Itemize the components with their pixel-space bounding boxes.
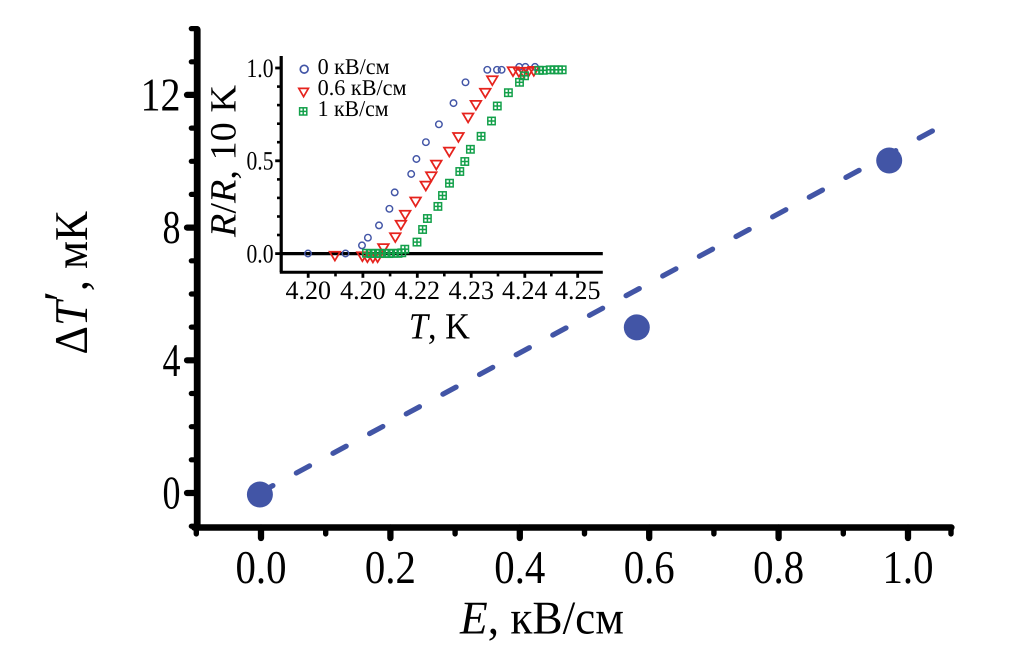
svg-text:E, кВ/см: E, кВ/см [459,593,624,645]
svg-text:1.0: 1.0 [883,542,934,594]
svg-text:R/R, 10 K: R/R, 10 K [204,85,245,238]
svg-text:0.6 кВ/см: 0.6 кВ/см [318,75,407,100]
svg-text:4.22: 4.22 [395,275,441,305]
svg-text:4: 4 [163,335,181,387]
svg-text:1.0: 1.0 [247,53,274,83]
svg-text:T, K: T, K [409,306,470,347]
svg-text:0.0: 0.0 [247,238,274,268]
svg-text:4.23: 4.23 [448,275,494,305]
svg-text:0.8: 0.8 [753,542,804,594]
svg-text:4.25: 4.25 [555,275,601,305]
svg-text:0.5: 0.5 [247,146,274,176]
svg-text:0.4: 0.4 [494,542,545,594]
svg-text:0.6: 0.6 [624,542,675,594]
svg-text:4.24: 4.24 [502,275,548,305]
svg-text:4.20: 4.20 [285,275,331,305]
svg-text:0.0: 0.0 [236,542,287,594]
svg-text:0 кВ/см: 0 кВ/см [318,54,390,79]
svg-text:0: 0 [163,468,181,520]
svg-text:4.20: 4.20 [340,275,386,305]
svg-text:1 кВ/см: 1 кВ/см [318,96,389,121]
svg-text:0.2: 0.2 [365,542,416,594]
svg-text:12: 12 [141,69,181,121]
svg-text:8: 8 [163,202,181,254]
